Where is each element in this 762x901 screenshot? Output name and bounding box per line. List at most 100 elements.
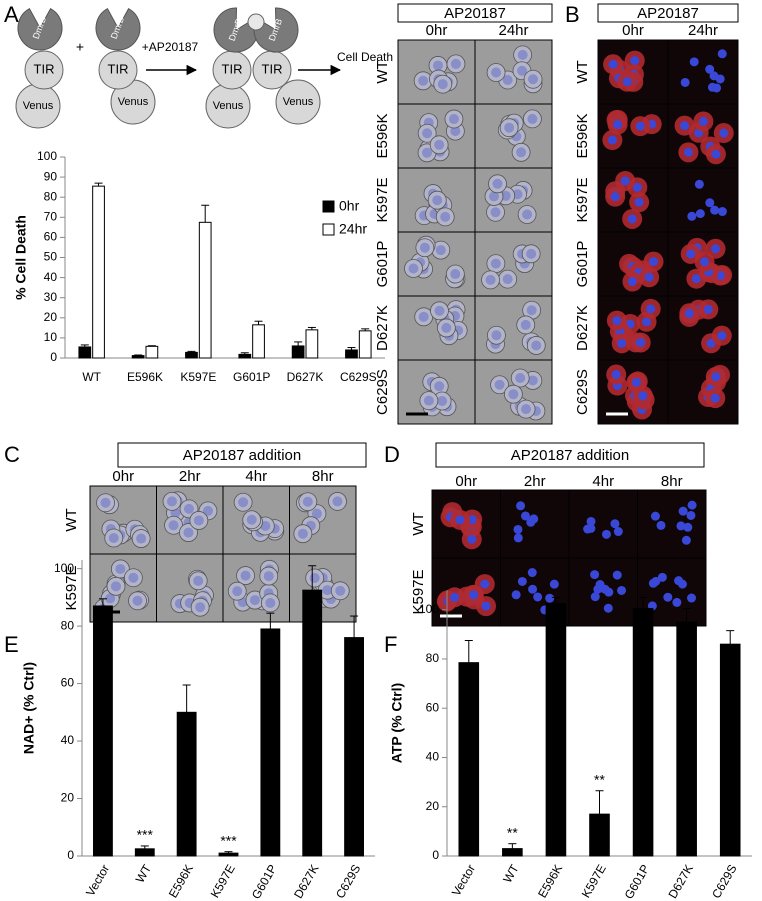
nucleus (526, 517, 536, 527)
column-label: 0hr (112, 468, 134, 485)
micrograph (568, 557, 638, 627)
nucleus (545, 593, 555, 603)
nucleus (631, 377, 641, 387)
header-box (435, 442, 705, 468)
nucleus (450, 126, 461, 137)
nucleus (168, 520, 179, 531)
x-tick-label: Vector (83, 862, 112, 898)
micrograph-bg (637, 489, 707, 559)
nucleus (467, 514, 477, 524)
bar (185, 351, 198, 359)
column-label: 2hr (524, 473, 546, 490)
treatment: +AP20187 (142, 40, 199, 54)
nucleus (132, 595, 143, 606)
row-label: K597E (374, 177, 391, 222)
panel-label: D (384, 442, 400, 467)
nucleus (513, 524, 523, 534)
nucleus (434, 139, 445, 150)
x-tick-label: Vector (449, 862, 478, 898)
column-label: 24hr (688, 22, 718, 39)
nucleus (627, 214, 637, 224)
micrograph (289, 485, 357, 555)
legend-label: 0hr (339, 198, 360, 214)
y-tick-label: 30 (44, 290, 58, 304)
x-tick-label: K597E (208, 862, 238, 900)
column-label: 0hr (455, 473, 477, 490)
nucleus (434, 305, 445, 316)
y-tick-label: 20 (426, 799, 440, 813)
nucleus (657, 572, 667, 582)
micrograph (222, 485, 290, 555)
nucleus (687, 593, 697, 603)
nucleus (717, 331, 727, 341)
nucleus (603, 603, 613, 613)
schematic: + +AP20187 Cell Death VenusTIRDmrBVenusT… (15, 7, 393, 129)
bar (458, 662, 480, 857)
nucleus (309, 572, 320, 583)
header: AP20187 (637, 5, 699, 22)
ligand (247, 13, 265, 31)
venus-label: Venus (118, 96, 149, 108)
nucleus (601, 529, 611, 539)
bar (291, 345, 305, 359)
row-label: K597E (63, 565, 80, 610)
x-tick-label: WT (133, 862, 155, 886)
nucleus (520, 319, 531, 330)
bar (545, 603, 567, 857)
y-axis-label: NAD+ (% Ctrl) (21, 662, 37, 754)
nucleus (335, 585, 346, 596)
y-tick-label: 60 (44, 230, 58, 244)
panel-label: B (565, 2, 580, 27)
y-tick-label: 60 (61, 676, 75, 690)
nucleus (423, 395, 434, 406)
micrograph (397, 295, 476, 361)
nucleus (694, 179, 704, 189)
micrograph (431, 489, 501, 559)
nucleus (492, 178, 503, 189)
micrograph (667, 359, 739, 425)
nucleus (610, 192, 620, 202)
bar (252, 324, 265, 359)
significance: ** (594, 771, 605, 787)
y-tick-label: 70 (44, 209, 58, 223)
micrograph-bg (667, 39, 739, 105)
nucleus (632, 182, 642, 192)
bar (93, 605, 113, 857)
bar (676, 621, 697, 857)
y-tick-label: 20 (44, 310, 58, 324)
significance: *** (137, 827, 154, 843)
nucleus (202, 505, 213, 516)
nucleus (586, 516, 596, 526)
venus-label: Venus (23, 100, 54, 112)
nucleus (707, 82, 717, 92)
nucleus (522, 209, 533, 220)
bar (238, 353, 252, 359)
nucleus (108, 532, 119, 543)
micrograph (568, 489, 638, 559)
nucleus (709, 71, 719, 81)
micrograph (222, 553, 290, 623)
venus-shape (275, 79, 321, 125)
nucleus (488, 191, 499, 202)
nucleus (491, 67, 502, 78)
nucleus (719, 128, 729, 138)
nucleus (635, 121, 645, 131)
nucleus (678, 506, 688, 516)
row-label: WT (410, 512, 427, 535)
micrograph (289, 553, 357, 623)
nucleus (583, 524, 593, 534)
row-label: D627K (574, 305, 591, 351)
nucleus (511, 590, 521, 600)
nucleus (687, 211, 697, 221)
nucleus (240, 570, 251, 581)
nucleus (515, 372, 526, 383)
nucleus (485, 274, 496, 285)
nucleus (528, 584, 538, 594)
bar (131, 355, 145, 359)
x-tick-label: D627K (666, 862, 696, 901)
nucleus (502, 274, 513, 285)
micrograph (637, 489, 707, 559)
header-box (117, 442, 367, 468)
nucleus (710, 393, 720, 403)
column-label: 8hr (312, 468, 334, 485)
